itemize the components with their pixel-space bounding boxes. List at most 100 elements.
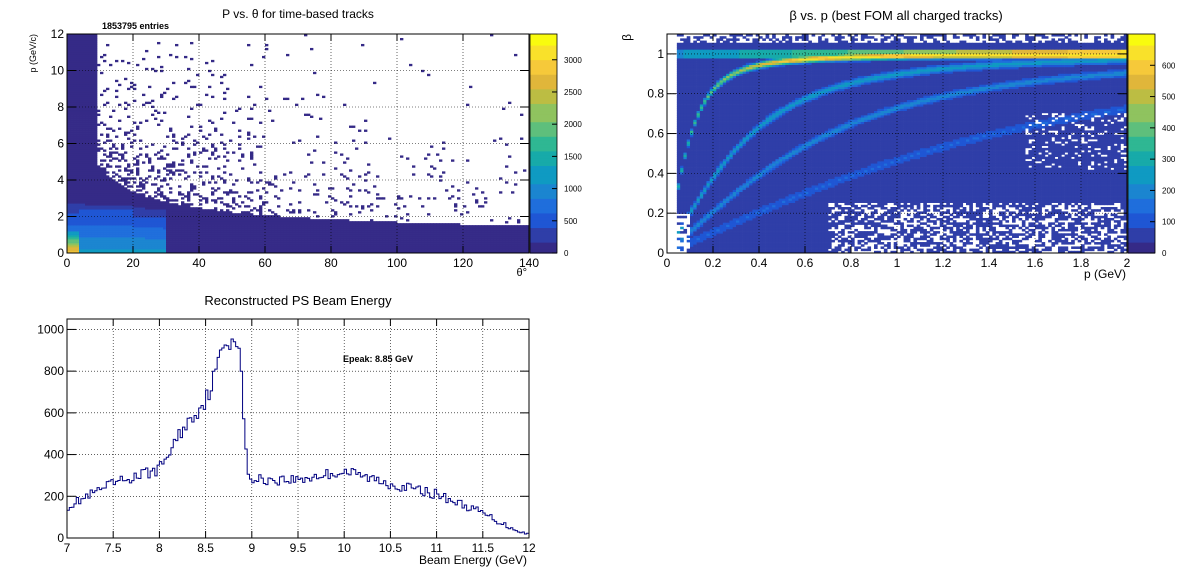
p-vs-theta-cell [91, 151, 95, 154]
p-vs-theta-cell [88, 127, 92, 130]
p-vs-theta-cell [124, 107, 128, 111]
p-vs-theta-cell [109, 147, 113, 150]
p-vs-theta-cell [85, 227, 89, 230]
p-vs-theta-cell [103, 103, 107, 107]
p-vs-theta-cell [457, 233, 461, 236]
p-vs-theta-cell [244, 249, 248, 252]
p-vs-theta-cell [373, 245, 377, 248]
p-vs-theta-cell [187, 221, 191, 224]
p-vs-theta-cell [214, 207, 218, 210]
p-vs-theta-cell [232, 235, 236, 238]
p-vs-theta-cell [250, 247, 254, 250]
p-vs-theta-cell [220, 219, 224, 222]
p-vs-theta-cell [346, 231, 350, 234]
p-vs-theta-cell [514, 237, 518, 240]
p-vs-theta-cell [91, 95, 95, 99]
p-vs-theta-cell [451, 229, 455, 232]
beta-vs-p-cell [739, 248, 743, 252]
p-vs-theta-cell [397, 243, 401, 246]
p-vs-theta-cell [193, 235, 197, 238]
p-vs-theta-cell [484, 233, 488, 236]
p-vs-theta-cell [169, 227, 173, 230]
p-vs-theta-cell [91, 137, 95, 140]
p-vs-theta-color-scale-step [530, 55, 557, 61]
p-vs-theta-cell [70, 95, 74, 99]
p-vs-theta-cell [76, 155, 80, 158]
p-vs-theta-cell [193, 223, 197, 226]
p-vs-theta-cell [94, 191, 98, 194]
p-vs-theta-cell [121, 187, 125, 190]
p-vs-theta-cell [79, 93, 83, 97]
p-vs-theta-cell [493, 249, 497, 252]
p-vs-theta-cell [94, 135, 98, 138]
p-vs-theta-cell [154, 227, 158, 230]
p-vs-theta-color-scale-step [530, 223, 557, 229]
p-vs-theta-cell [493, 247, 497, 250]
beta-vs-p-cell [939, 248, 944, 252]
p-vs-theta-cell [94, 63, 98, 67]
p-vs-theta-cell [193, 143, 197, 146]
p-vs-theta-cell [121, 243, 125, 246]
p-vs-theta-cell [82, 213, 86, 216]
p-vs-theta-cell [121, 199, 125, 202]
p-vs-theta-cell [202, 215, 206, 218]
beta-vs-p-cell [1012, 250, 1016, 254]
p-vs-theta-cell [379, 237, 383, 240]
p-vs-theta-cell [433, 225, 437, 228]
p-vs-theta-cell [85, 131, 89, 134]
p-vs-theta-cell [112, 219, 116, 222]
p-vs-theta-cell [292, 243, 296, 246]
p-vs-theta-cell [346, 229, 350, 232]
p-vs-theta-cell [73, 235, 77, 238]
p-vs-theta-cell [76, 165, 80, 168]
p-vs-theta-cell [82, 131, 86, 134]
p-vs-theta-cell [226, 227, 230, 230]
p-vs-theta-cell [418, 245, 422, 248]
p-vs-theta-cell [469, 241, 473, 244]
p-vs-theta-cell [250, 155, 254, 158]
p-vs-theta-cell [70, 203, 74, 206]
p-vs-theta-cell [76, 55, 80, 59]
p-vs-theta-cell [67, 251, 71, 254]
p-vs-theta-cell [70, 37, 74, 41]
p-vs-theta-cell [214, 215, 218, 218]
p-vs-theta-cell [259, 229, 263, 232]
p-vs-theta-cell [109, 251, 113, 254]
p-vs-theta-cell [499, 177, 503, 180]
p-vs-theta-cell [82, 153, 86, 156]
p-vs-theta-cell [517, 241, 521, 244]
p-vs-theta-cell [214, 209, 218, 212]
p-vs-theta-cell [88, 207, 92, 210]
p-vs-theta-cell [202, 219, 206, 222]
p-vs-theta-cell [70, 63, 74, 67]
p-vs-theta-cell [88, 39, 92, 43]
p-vs-theta-cell [283, 97, 287, 101]
p-vs-theta-cell [280, 221, 284, 224]
p-vs-theta-color-scale-step [530, 231, 557, 236]
p-vs-theta-cell [211, 241, 215, 244]
p-vs-theta-cell [466, 251, 470, 254]
p-vs-theta-cell [457, 197, 461, 200]
p-vs-theta-cell [361, 207, 365, 210]
p-vs-theta-cell [247, 221, 251, 224]
p-vs-theta-cell [88, 181, 92, 184]
p-vs-theta-cell [235, 227, 239, 230]
p-vs-theta-cell [394, 225, 398, 228]
p-vs-theta-cell [97, 187, 101, 190]
p-vs-theta-cell [94, 243, 98, 246]
p-vs-theta-cell [157, 211, 161, 214]
p-vs-theta-x-tick-label: 40 [192, 256, 206, 270]
p-vs-theta-cell [469, 235, 473, 238]
p-vs-theta-cell [253, 223, 257, 226]
p-vs-theta-cell [268, 227, 272, 230]
p-vs-theta-cell [427, 173, 431, 176]
p-vs-theta-cell [346, 237, 350, 240]
p-vs-theta-cell [79, 245, 83, 248]
beta-vs-p-cell [752, 248, 757, 252]
p-vs-theta-cell [316, 189, 320, 192]
p-vs-theta-cell [475, 231, 479, 234]
p-vs-theta-cell [76, 167, 80, 170]
p-vs-theta-cell [118, 127, 122, 130]
p-vs-theta-cell [295, 245, 299, 248]
p-vs-theta-cell [403, 239, 407, 242]
